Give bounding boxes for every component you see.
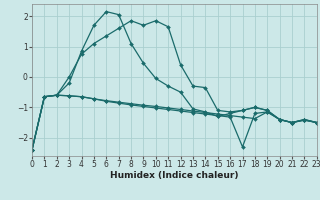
X-axis label: Humidex (Indice chaleur): Humidex (Indice chaleur) (110, 171, 239, 180)
